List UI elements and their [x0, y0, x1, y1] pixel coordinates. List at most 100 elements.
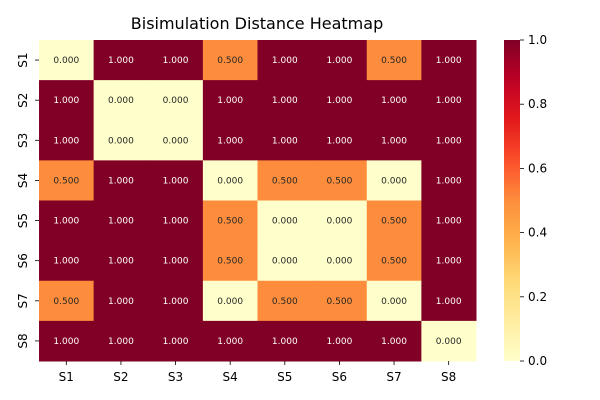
- heatmap-cell: [148, 160, 204, 201]
- cell-value-label: 1.000: [108, 337, 134, 347]
- x-tick-label: S1: [59, 370, 74, 384]
- cell-value-label: 1.000: [108, 56, 134, 66]
- heatmap-cell: [366, 200, 422, 242]
- cell-value-label: 1.000: [436, 217, 462, 227]
- heatmap-cell: [93, 280, 149, 322]
- cell-value-label: 0.000: [381, 297, 407, 307]
- heatmap-cell: [148, 200, 204, 242]
- y-axis: S1 S2 S3 S4 S5 S6 S7 S8: [16, 52, 39, 349]
- cell-value-label: 0.500: [327, 176, 353, 186]
- heatmap-cell: [257, 160, 313, 201]
- cell-value-label: 1.000: [436, 297, 462, 307]
- x-tick-label: S3: [168, 370, 183, 384]
- heatmap-cell: [93, 240, 149, 282]
- heatmap-cell: [257, 40, 313, 81]
- heatmap-cell: [366, 320, 422, 362]
- heatmap-cell: [421, 320, 477, 362]
- heatmap-cell: [202, 120, 258, 161]
- heatmap-cell: [93, 200, 149, 242]
- heatmap-cell: [202, 80, 258, 121]
- heatmap-cell: [93, 40, 149, 81]
- heatmap-cell: [366, 160, 422, 201]
- heatmap-cell: [366, 120, 422, 161]
- heatmap-cell: [202, 280, 258, 322]
- colorbar-tick-label: 0.6: [528, 161, 547, 175]
- cell-value-label: 1.000: [272, 337, 298, 347]
- heatmap-cell: [39, 40, 95, 81]
- heatmap-cell: [202, 200, 258, 242]
- cell-value-label: 1.000: [436, 136, 462, 146]
- heatmap-cell: [202, 40, 258, 81]
- heatmap-cell: [39, 320, 95, 362]
- heatmap-cell: [312, 200, 368, 242]
- heatmap-cell: [366, 80, 422, 121]
- heatmap-cell: [366, 280, 422, 322]
- cell-value-label: 1.000: [327, 56, 353, 66]
- cell-value-label: 0.500: [217, 257, 243, 267]
- cell-value-label: 0.500: [217, 56, 243, 66]
- cell-value-label: 1.000: [108, 176, 134, 186]
- heatmap-cell: [39, 120, 95, 161]
- chart-title: Bisimulation Distance Heatmap: [131, 14, 383, 33]
- x-tick-label: S6: [332, 370, 347, 384]
- heatmap-cell: [257, 280, 313, 322]
- heatmap-cell: [148, 40, 204, 81]
- heatmap-cell-labels: 0.000 1.000 1.000 0.500 1.000 1.000 0.500 1.000…: [53, 56, 461, 347]
- cell-value-label: 1.000: [53, 257, 79, 267]
- colorbar-tick-label: 0.0: [528, 354, 547, 368]
- heatmap-cell: [421, 280, 477, 322]
- cell-value-label: 1.000: [163, 337, 189, 347]
- heatmap-cell: [39, 200, 95, 242]
- cell-value-label: 1.000: [272, 96, 298, 106]
- heatmap-cell: [93, 80, 149, 121]
- cell-value-label: 1.000: [108, 217, 134, 227]
- colorbar-tick-label: 0.8: [528, 97, 547, 111]
- heatmap-cell: [257, 200, 313, 242]
- heatmap-cell: [421, 80, 477, 121]
- heatmap-cell: [39, 160, 95, 201]
- cell-value-label: 1.000: [53, 96, 79, 106]
- cell-value-label: 1.000: [272, 56, 298, 66]
- heatmap-cell: [148, 240, 204, 282]
- cell-value-label: 0.000: [163, 96, 189, 106]
- colorbar: 0.0 0.2 0.4 0.6 0.8 1.0: [504, 33, 547, 368]
- heatmap-cell: [93, 320, 149, 362]
- cell-value-label: 1.000: [163, 176, 189, 186]
- cell-value-label: 0.000: [327, 217, 353, 227]
- cell-value-label: 1.000: [163, 257, 189, 267]
- cell-value-label: 0.500: [53, 176, 79, 186]
- heatmap-cell: [148, 80, 204, 121]
- cell-value-label: 0.000: [217, 297, 243, 307]
- y-tick-label: S7: [16, 293, 30, 308]
- heatmap-cell: [148, 120, 204, 161]
- colorbar-gradient: [504, 40, 520, 361]
- heatmap-cell: [312, 280, 368, 322]
- cell-value-label: 0.000: [436, 337, 462, 347]
- heatmap-cell: [148, 280, 204, 322]
- x-tick-label: S2: [113, 370, 128, 384]
- heatmap-cell: [421, 160, 477, 201]
- heatmap-cell: [312, 240, 368, 282]
- cell-value-label: 0.500: [327, 297, 353, 307]
- heatmap-cell: [421, 120, 477, 161]
- cell-value-label: 1.000: [53, 217, 79, 227]
- heatmap-cells: [39, 40, 477, 362]
- cell-value-label: 1.000: [163, 56, 189, 66]
- heatmap-cell: [312, 40, 368, 81]
- heatmap-cell: [257, 80, 313, 121]
- cell-value-label: 1.000: [327, 136, 353, 146]
- y-tick-label: S5: [16, 213, 30, 228]
- cell-value-label: 1.000: [381, 96, 407, 106]
- cell-value-label: 1.000: [53, 136, 79, 146]
- heatmap-cell: [93, 160, 149, 201]
- cell-value-label: 1.000: [53, 337, 79, 347]
- cell-value-label: 0.000: [53, 56, 79, 66]
- heatmap-cell: [421, 240, 477, 282]
- cell-value-label: 1.000: [108, 297, 134, 307]
- cell-value-label: 0.000: [217, 176, 243, 186]
- x-tick-label: S5: [277, 370, 292, 384]
- cell-value-label: 0.500: [381, 257, 407, 267]
- x-tick-label: S7: [386, 370, 401, 384]
- cell-value-label: 0.000: [381, 176, 407, 186]
